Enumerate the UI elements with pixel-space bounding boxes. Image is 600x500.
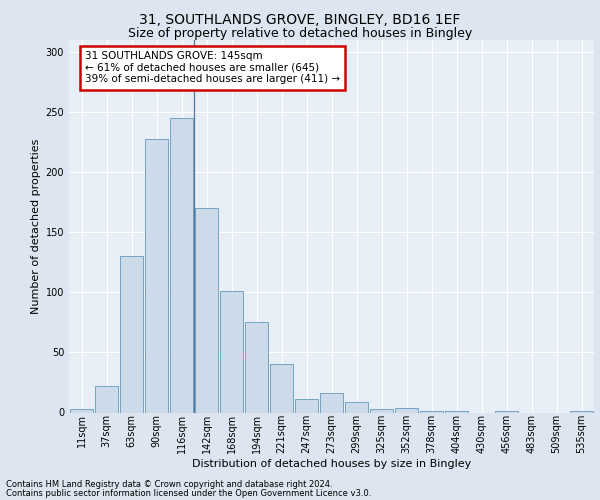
Bar	[370, 409, 393, 412]
Text: 31, SOUTHLANDS GROVE, BINGLEY, BD16 1EF: 31, SOUTHLANDS GROVE, BINGLEY, BD16 1EF	[139, 12, 461, 26]
Bar	[170, 118, 193, 412]
X-axis label: Distribution of detached houses by size in Bingley: Distribution of detached houses by size …	[192, 459, 471, 469]
Bar	[145, 138, 168, 412]
Text: Contains public sector information licensed under the Open Government Licence v3: Contains public sector information licen…	[6, 488, 371, 498]
Bar	[220, 291, 243, 412]
Bar	[295, 400, 318, 412]
Y-axis label: Number of detached properties: Number of detached properties	[31, 138, 41, 314]
Bar	[70, 409, 93, 412]
Bar	[395, 408, 418, 412]
Text: Contains HM Land Registry data © Crown copyright and database right 2024.: Contains HM Land Registry data © Crown c…	[6, 480, 332, 489]
Text: Size of property relative to detached houses in Bingley: Size of property relative to detached ho…	[128, 28, 472, 40]
Bar	[345, 402, 368, 412]
Bar	[120, 256, 143, 412]
Bar	[245, 322, 268, 412]
Text: 31 SOUTHLANDS GROVE: 145sqm
← 61% of detached houses are smaller (645)
39% of se: 31 SOUTHLANDS GROVE: 145sqm ← 61% of det…	[85, 51, 340, 84]
Bar	[320, 394, 343, 412]
Bar	[270, 364, 293, 412]
Bar	[195, 208, 218, 412]
Bar	[95, 386, 118, 412]
